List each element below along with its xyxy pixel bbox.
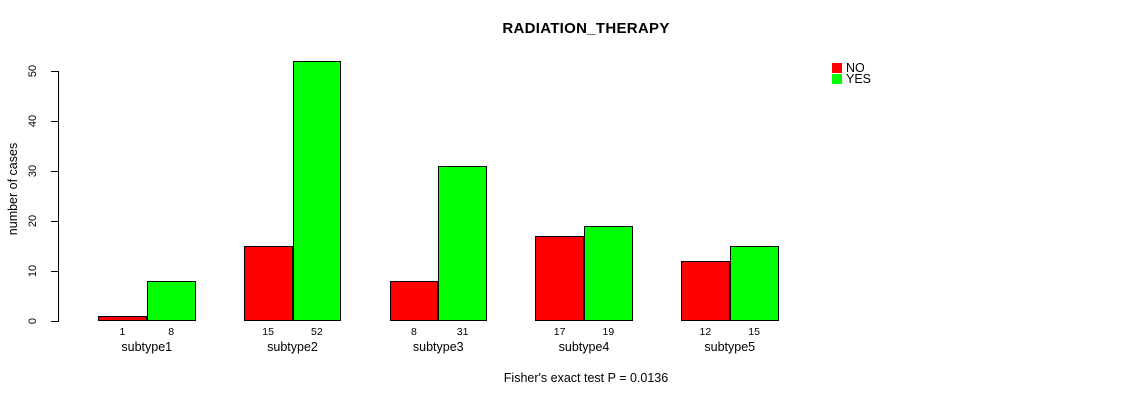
y-axis-tick-label: 40 xyxy=(27,114,39,128)
y-axis-tick-label: 50 xyxy=(27,64,39,78)
bar-value-label: 52 xyxy=(311,326,323,338)
bar-yes-subtype5 xyxy=(729,246,779,321)
bar-no-subtype3 xyxy=(389,281,439,321)
y-axis-tick xyxy=(51,71,58,72)
fisher-test-caption: Fisher's exact test P = 0.0136 xyxy=(503,371,669,385)
bar-value-label: 8 xyxy=(168,326,175,338)
legend-item-yes: YES xyxy=(832,72,872,86)
bar-no-subtype5 xyxy=(681,261,730,321)
bar-value-label: 1 xyxy=(119,326,126,338)
category-label-subtype3: subtype3 xyxy=(412,340,464,354)
bar-yes-subtype3 xyxy=(438,166,487,321)
y-axis-line xyxy=(58,71,59,322)
category-label-subtype2: subtype2 xyxy=(267,340,318,354)
bar-value-label: 15 xyxy=(262,326,274,338)
y-axis-tick-label: 30 xyxy=(27,164,39,178)
y-axis-tick-label: 20 xyxy=(27,214,39,228)
legend-label-yes: YES xyxy=(846,72,872,86)
bar-no-subtype4 xyxy=(535,236,584,321)
legend-item-no: NO xyxy=(832,60,871,75)
bar-value-label: 31 xyxy=(456,326,469,338)
y-axis-tick xyxy=(51,221,58,222)
category-label-subtype5: subtype5 xyxy=(704,340,756,354)
legend-label-no: NO xyxy=(846,60,865,75)
legend-swatch-yes xyxy=(832,74,842,85)
category-label-subtype1: subtype1 xyxy=(121,340,173,354)
y-axis-tick xyxy=(51,171,58,172)
bar-value-label: 8 xyxy=(410,326,417,338)
y-axis-title: number of cases xyxy=(6,142,20,236)
bar-yes-subtype2 xyxy=(292,61,342,321)
bar-value-label: 15 xyxy=(748,326,760,338)
bar-value-label: 19 xyxy=(602,326,615,338)
legend: NO YES xyxy=(832,60,872,86)
y-axis-tick xyxy=(51,321,58,322)
y-axis-tick-label: 0 xyxy=(27,317,39,325)
bar-yes-subtype1 xyxy=(146,281,196,321)
y-axis-tick xyxy=(51,121,58,122)
legend-swatch-no xyxy=(832,62,842,73)
chart-title: RADIATION_THERAPY xyxy=(502,20,670,37)
bar-yes-subtype4 xyxy=(584,226,633,321)
bar-no-subtype2 xyxy=(243,246,293,321)
y-axis-tick-label: 10 xyxy=(27,264,39,278)
bar-value-label: 12 xyxy=(699,326,712,338)
bar-no-subtype1 xyxy=(98,316,147,321)
bar-value-label: 17 xyxy=(553,326,566,338)
category-label-subtype4: subtype4 xyxy=(558,340,610,354)
y-axis-tick xyxy=(51,271,58,272)
